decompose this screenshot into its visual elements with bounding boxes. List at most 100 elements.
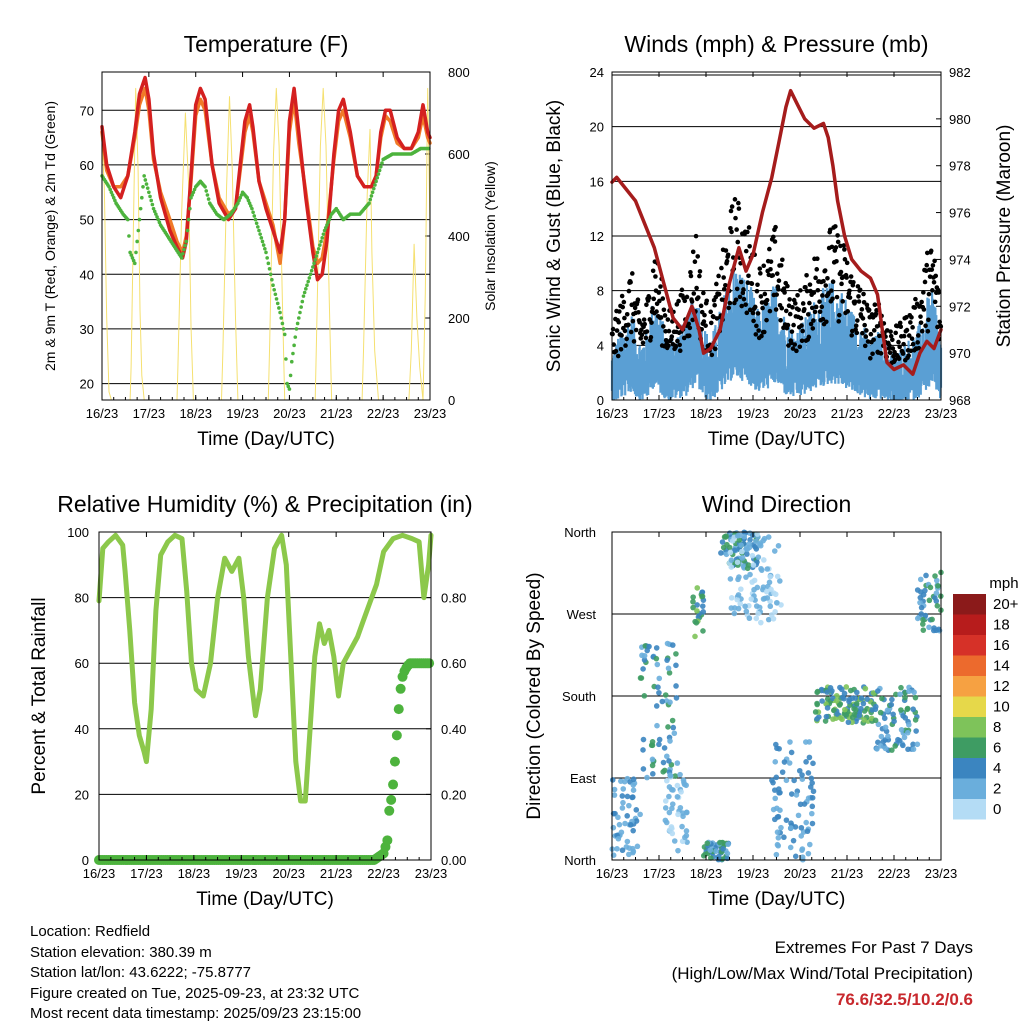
direction-point [713, 848, 719, 855]
direction-point [922, 612, 929, 619]
dewpoint-point [128, 250, 132, 255]
winds-ytick-label: 20 [590, 120, 604, 135]
gust-point [665, 317, 671, 322]
dewpoint-point [371, 186, 376, 191]
gust-point [623, 343, 628, 348]
gust-point [912, 305, 918, 310]
station-info: Location: Redfield Station elevation: 38… [30, 922, 361, 1025]
gust-point [807, 300, 812, 306]
direction-point [750, 562, 757, 568]
gust-point [804, 272, 809, 278]
dewpoint-point [370, 190, 375, 195]
direction-point [774, 829, 781, 835]
gust-point [932, 258, 937, 264]
dewpoint-point [192, 187, 197, 192]
direction-point [778, 602, 784, 608]
station-elevation: Station elevation: 380.39 m [30, 943, 212, 961]
humidity-xtick-label: 20/23 [272, 866, 305, 881]
direction-point [746, 541, 752, 547]
direction-point [690, 604, 696, 611]
direction-point [707, 855, 714, 861]
gust-point [878, 351, 884, 356]
dewpoint-point [302, 290, 307, 295]
gust-point [845, 309, 851, 314]
gust-point [870, 351, 875, 357]
dewpoint-point [142, 174, 146, 178]
direction-point [739, 555, 746, 561]
gust-point [661, 307, 667, 313]
dewpoint-point [135, 239, 139, 244]
winds-ytick-right-label: 976 [949, 206, 971, 221]
gust-point [795, 293, 800, 298]
direction-point [814, 716, 820, 722]
direction-point [775, 835, 782, 841]
direction-point [842, 706, 848, 713]
gust-point [752, 304, 758, 310]
gust-point [626, 322, 631, 328]
dewpoint-point [315, 250, 320, 255]
direction-point [910, 706, 916, 713]
direction-point [799, 772, 805, 778]
direction-point [615, 835, 622, 842]
direction-point [798, 824, 805, 831]
direction-point [929, 616, 935, 623]
gust-point [741, 296, 747, 302]
gust-point [838, 243, 843, 249]
gust-point [690, 317, 695, 323]
direction-point [875, 721, 882, 728]
direction-point [931, 625, 937, 631]
direction-point [904, 729, 911, 736]
dewpoint-point [186, 217, 191, 222]
legend-label: 18 [993, 617, 1010, 634]
direction-point [624, 793, 631, 800]
direction-point [627, 822, 634, 828]
gust-point [930, 288, 935, 293]
direction-point [803, 819, 810, 826]
direction-point [731, 610, 738, 617]
direction-point [807, 841, 813, 848]
temperature-xtick-label: 22/23 [367, 406, 400, 421]
gust-point [787, 297, 792, 302]
precip-point [391, 730, 402, 741]
direction-point [615, 814, 621, 821]
direction-point [890, 711, 896, 718]
legend-label: 6 [993, 740, 1001, 757]
dewpoint-point [300, 299, 305, 304]
direction-point [656, 736, 663, 743]
direction-point [761, 557, 767, 563]
dewpoint-point [312, 261, 316, 266]
dewpoint-point [379, 164, 383, 169]
dewpoint-point [134, 250, 138, 255]
dewpoint-point [367, 201, 371, 205]
direction-point [667, 699, 673, 706]
dewpoint-point [131, 258, 136, 263]
gust-point [829, 288, 834, 293]
winds-xlabel: Time (Day/UTC) [708, 429, 846, 450]
gust-point [792, 342, 798, 347]
gust-point [643, 335, 649, 341]
gust-point [908, 348, 914, 354]
dewpoint-point [323, 226, 328, 230]
direction-point [755, 610, 761, 617]
dewpoint-point [308, 272, 313, 277]
direction-point [621, 778, 628, 785]
legend-swatch [953, 655, 986, 676]
dewpoint-point [291, 351, 295, 356]
gust-point [841, 243, 847, 248]
gust-point [776, 278, 782, 284]
gust-point [847, 295, 853, 300]
dewpoint-point [206, 197, 211, 201]
dewpoint-point [143, 178, 148, 182]
gust-point [781, 286, 787, 291]
gust-point [610, 331, 615, 337]
direction-point [805, 795, 812, 802]
direction-point [765, 616, 772, 623]
gust-point [624, 312, 630, 317]
direction-point [812, 709, 819, 715]
temperature-ytick-label: 20 [80, 377, 94, 392]
dewpoint-point [125, 217, 130, 222]
gust-point [701, 319, 707, 324]
direction-point [630, 794, 636, 800]
winds-ylabel: Sonic Wind & Gust (Blue, Black) [544, 100, 565, 372]
direction-point [753, 538, 759, 545]
